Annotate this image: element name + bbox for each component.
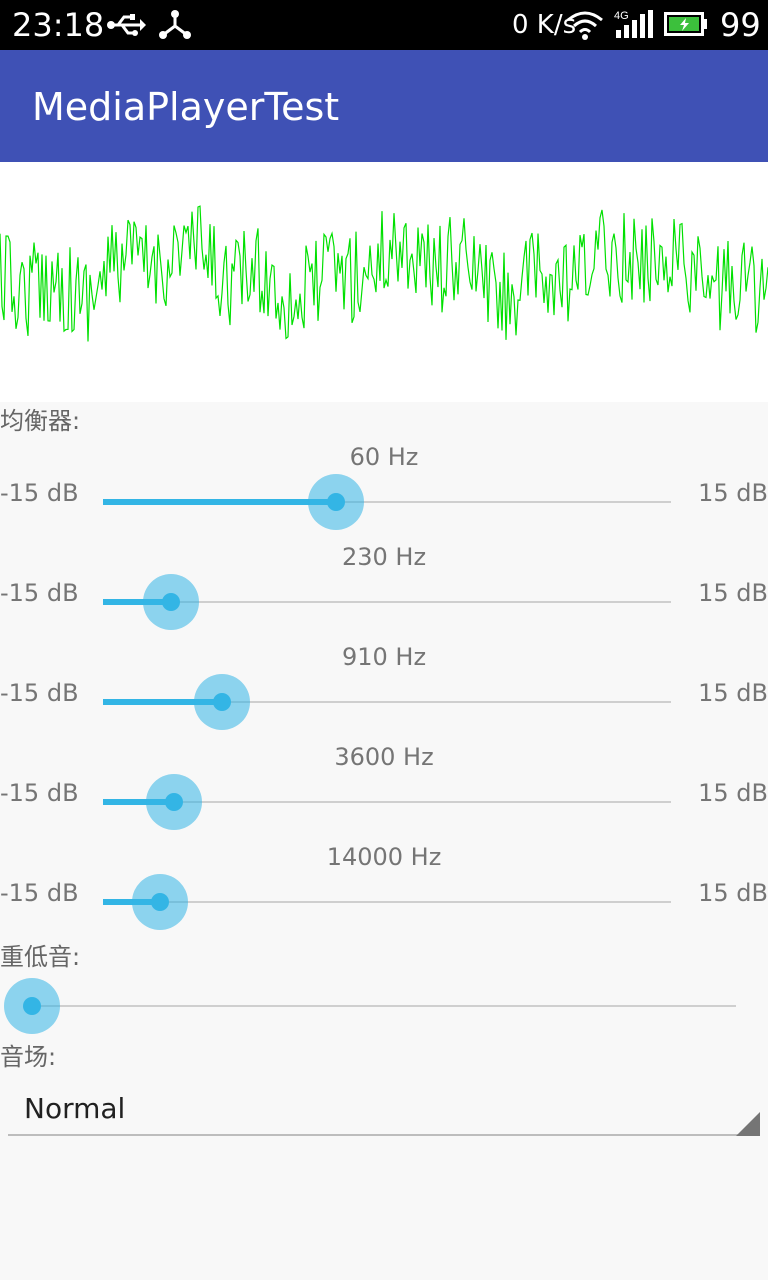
slider-thumb[interactable] [132,874,188,930]
status-bar: 23:18 0 K/s 4G 99 [0,0,768,50]
slider-track [103,701,671,703]
band-frequency: 60 Hz [349,443,419,471]
slider-thumb[interactable] [143,574,199,630]
slider-track [103,501,671,503]
eq-band-14000hz: 14000 Hz -15 dB 15 dB [0,842,768,942]
sound-field-label: 音场: [0,1043,57,1071]
network-type: 4G [614,10,629,22]
usb-icon [107,14,146,36]
slider-thumb[interactable] [308,474,364,530]
signal-icon: 4G [614,10,653,38]
status-time: 23:18 [12,6,105,44]
band-min-label: -15 dB [0,879,79,907]
eq-band-230hz: 230 Hz -15 dB 15 dB [0,542,768,642]
slider-fill [103,799,174,805]
band-max-label: 15 dB [698,779,768,807]
eq-slider-230hz[interactable] [103,572,671,632]
equalizer-label: 均衡器: [0,407,81,435]
debug-icon [159,10,191,39]
slider-thumb[interactable] [194,674,250,730]
band-frequency: 3600 Hz [334,743,434,771]
band-min-label: -15 dB [0,779,79,807]
band-frequency: 230 Hz [341,543,427,571]
sound-field-spinner[interactable]: Normal [8,1080,760,1138]
bass-boost-slider[interactable] [4,976,736,1036]
slider-fill [103,599,171,605]
audio-visualizer [0,162,768,402]
network-speed: 0 K/s [512,10,577,40]
slider-track [103,901,671,903]
wifi-icon [567,11,603,40]
eq-slider-910hz[interactable] [103,672,671,732]
app-bar: MediaPlayerTest [0,50,768,162]
battery-level: 99 [720,6,761,44]
eq-slider-60hz[interactable] [103,472,671,532]
app-title: MediaPlayerTest [32,85,340,129]
slider-fill [103,499,336,505]
bass-boost-label: 重低音: [0,943,81,971]
eq-band-60hz: 60 Hz -15 dB 15 dB [0,442,768,542]
band-frequency: 910 Hz [341,643,427,671]
eq-slider-14000hz[interactable] [103,872,671,932]
battery-icon [664,12,707,36]
waveform-chart [0,205,768,342]
band-frequency: 14000 Hz [326,843,442,871]
slider-thumb[interactable] [4,978,60,1034]
waveform-line [0,205,768,342]
eq-band-910hz: 910 Hz -15 dB 15 dB [0,642,768,742]
band-max-label: 15 dB [698,679,768,707]
slider-fill [103,699,222,705]
band-max-label: 15 dB [698,579,768,607]
band-min-label: -15 dB [0,479,79,507]
band-min-label: -15 dB [0,579,79,607]
slider-track [32,1005,736,1007]
slider-fill [103,899,160,905]
slider-thumb[interactable] [146,774,202,830]
spinner-underline [8,1134,760,1136]
band-max-label: 15 dB [698,479,768,507]
slider-track [103,801,671,803]
dropdown-arrow-icon[interactable] [736,1112,760,1136]
spinner-selected-value: Normal [24,1092,126,1125]
band-min-label: -15 dB [0,679,79,707]
eq-slider-3600hz[interactable] [103,772,671,832]
eq-band-3600hz: 3600 Hz -15 dB 15 dB [0,742,768,842]
band-max-label: 15 dB [698,879,768,907]
slider-track [103,601,671,603]
